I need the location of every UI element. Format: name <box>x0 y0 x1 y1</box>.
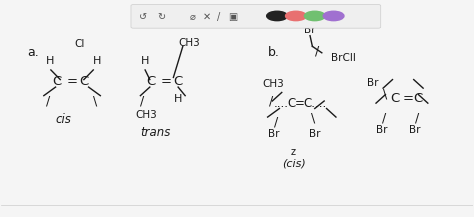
Text: ✕: ✕ <box>202 12 210 22</box>
Text: ....C: ....C <box>274 97 297 110</box>
Text: \: \ <box>311 112 315 125</box>
Text: ▣: ▣ <box>228 12 238 22</box>
Text: /: / <box>46 94 50 107</box>
Text: cis: cis <box>55 113 72 126</box>
Text: C: C <box>173 75 182 88</box>
Text: BrCll: BrCll <box>331 53 356 63</box>
Text: Br: Br <box>304 25 316 35</box>
Text: C: C <box>79 75 88 88</box>
Text: H: H <box>93 56 101 66</box>
Text: /: / <box>269 94 273 107</box>
Text: Br: Br <box>410 125 421 135</box>
Text: (cis): (cis) <box>282 158 306 168</box>
Circle shape <box>304 11 325 21</box>
Text: Br: Br <box>376 125 388 135</box>
Text: C....: C.... <box>303 97 326 110</box>
Text: z: z <box>290 147 295 157</box>
Text: /: / <box>382 112 386 125</box>
Circle shape <box>323 11 344 21</box>
Text: CH3: CH3 <box>136 110 157 120</box>
Text: Br: Br <box>366 78 378 88</box>
Text: /: / <box>140 94 145 107</box>
Text: C: C <box>414 92 423 105</box>
Text: /: / <box>218 12 221 22</box>
Text: H: H <box>46 56 55 66</box>
Text: C: C <box>52 75 62 88</box>
Text: ↺: ↺ <box>139 12 147 22</box>
Circle shape <box>285 11 306 21</box>
Text: /: / <box>415 112 419 125</box>
Text: Br: Br <box>268 129 279 139</box>
Text: a.: a. <box>27 46 39 59</box>
Text: H: H <box>173 94 182 104</box>
Text: CH3: CH3 <box>178 38 200 48</box>
Text: /: / <box>315 44 319 57</box>
Text: ↻: ↻ <box>157 12 166 22</box>
Text: Cl: Cl <box>74 39 85 49</box>
Text: trans: trans <box>140 126 171 139</box>
Text: b.: b. <box>268 46 280 59</box>
FancyBboxPatch shape <box>131 5 381 28</box>
Text: =: = <box>66 75 77 88</box>
Text: =: = <box>403 92 414 105</box>
Text: \: \ <box>93 94 98 107</box>
Text: Br: Br <box>309 129 320 139</box>
Text: ⌀: ⌀ <box>189 12 195 22</box>
Circle shape <box>267 11 287 21</box>
Text: H: H <box>140 56 149 66</box>
Text: \: \ <box>383 87 387 100</box>
Text: CH3: CH3 <box>262 79 284 89</box>
Text: C: C <box>390 92 400 105</box>
Text: /: / <box>274 116 278 129</box>
Text: =: = <box>294 97 304 110</box>
Text: C: C <box>146 75 156 88</box>
Text: =: = <box>161 75 172 88</box>
